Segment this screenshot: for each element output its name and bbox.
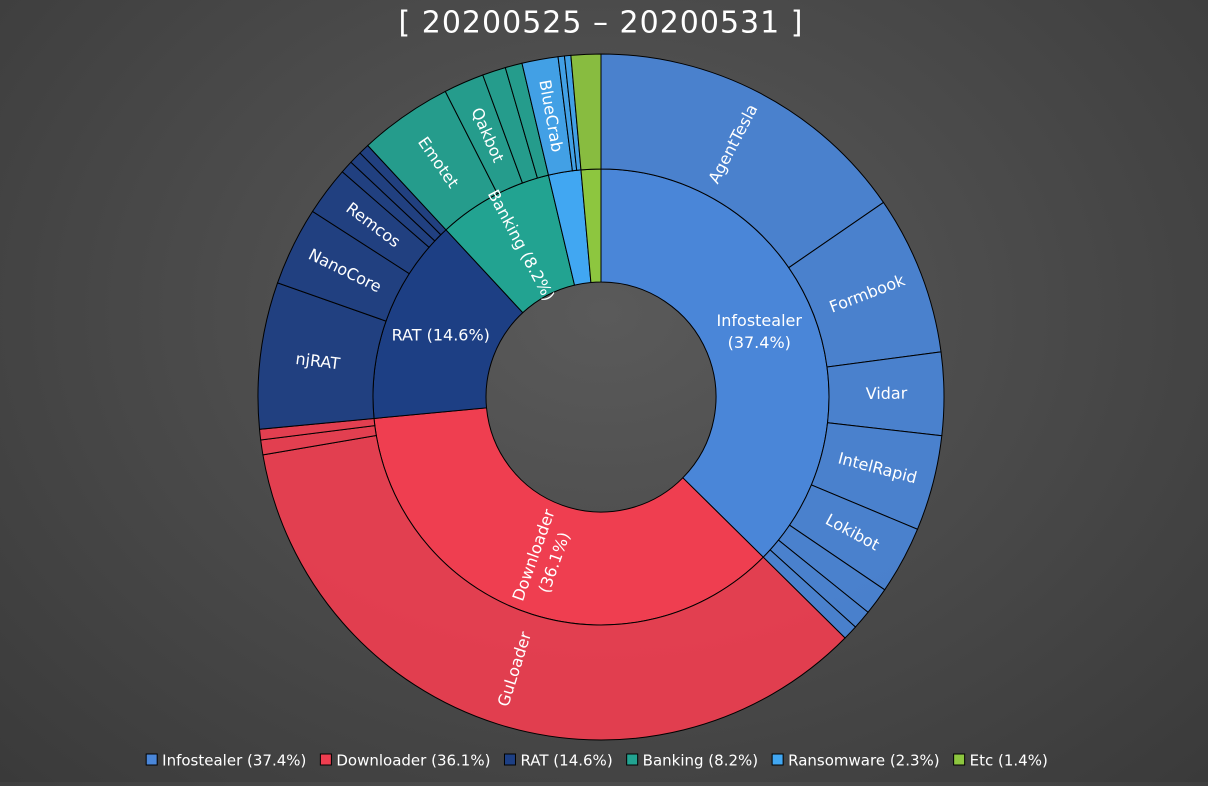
legend-swatch	[626, 753, 639, 766]
legend-swatch	[503, 753, 516, 766]
legend-swatch	[319, 753, 332, 766]
legend-label: Infostealer (37.4%)	[162, 752, 306, 770]
legend-label: Banking (8.2%)	[643, 752, 758, 770]
legend-label: RAT (14.6%)	[520, 752, 612, 770]
segment-label: RAT (14.6%)	[392, 325, 490, 344]
legend-item: Downloader (36.1%)	[319, 752, 490, 770]
rings	[257, 53, 945, 741]
legend-item: Banking (8.2%)	[626, 752, 758, 770]
legend: Infostealer (37.4%) Downloader (36.1%) RAT…	[145, 752, 1048, 770]
legend-item: Etc (1.4%)	[953, 752, 1048, 770]
label-line: Infostealer	[717, 310, 803, 329]
legend-item: Ransomware (2.3%)	[771, 752, 940, 770]
legend-label: Etc (1.4%)	[970, 752, 1048, 770]
legend-label: Downloader (36.1%)	[336, 752, 490, 770]
segment-label: Vidar	[866, 384, 908, 403]
label-line: (37.4%)	[728, 332, 791, 351]
segment-label: Infostealer (37.4%)	[717, 310, 803, 351]
legend-swatch	[953, 753, 966, 766]
legend-item: Infostealer (37.4%)	[145, 752, 306, 770]
legend-swatch	[145, 753, 158, 766]
legend-swatch	[771, 753, 784, 766]
legend-item: RAT (14.6%)	[503, 752, 613, 770]
legend-label: Ransomware (2.3%)	[788, 752, 940, 770]
chart-title: [ 20200525 – 20200531 ]	[399, 6, 804, 41]
outer-segment	[570, 53, 602, 171]
outer-segment	[262, 434, 846, 741]
